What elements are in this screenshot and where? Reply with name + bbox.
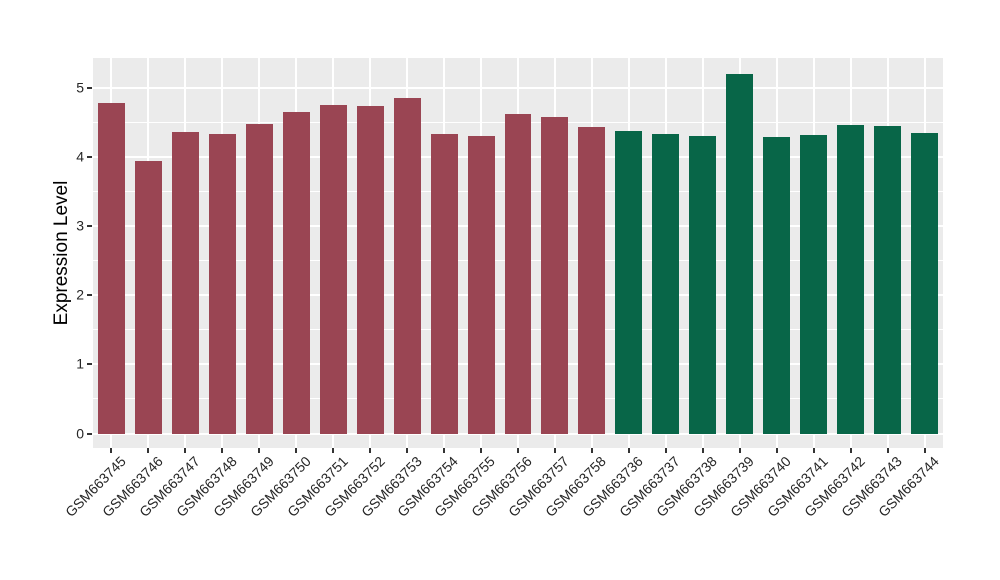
x-tick-mark: [147, 448, 150, 453]
y-tick-label: 4: [76, 148, 84, 165]
bar-GSM663749: [245, 123, 273, 434]
y-axis-title: Expression Level: [51, 180, 72, 326]
y-tick-mark: [87, 432, 92, 435]
x-tick-mark: [443, 448, 446, 453]
y-tick-mark: [87, 87, 92, 89]
x-tick-mark: [517, 448, 519, 453]
x-tick-mark: [258, 448, 261, 453]
bar-GSM663741: [800, 135, 828, 434]
x-tick-mark: [332, 448, 335, 453]
bar-GSM663745: [97, 103, 125, 434]
x-tick-mark: [369, 448, 372, 453]
bar-GSM663757: [541, 117, 569, 434]
y-tick-label: 1: [76, 356, 84, 373]
x-tick-mark: [553, 448, 556, 453]
bar-GSM663743: [874, 126, 902, 434]
x-tick-mark: [849, 448, 852, 453]
y-tick-label: 3: [76, 217, 84, 234]
bar-GSM663739: [726, 74, 754, 434]
plot-panel: [93, 58, 943, 448]
x-tick-mark: [406, 448, 409, 453]
x-tick-mark: [923, 448, 926, 453]
x-tick-mark: [110, 448, 113, 453]
y-tick-label: 0: [76, 425, 84, 442]
bar-GSM663747: [171, 131, 199, 434]
bar-GSM663751: [319, 104, 347, 434]
x-tick-mark: [627, 448, 630, 453]
y-tick-label: 2: [76, 286, 84, 303]
bar-GSM663753: [393, 98, 421, 434]
bar-GSM663750: [282, 111, 310, 434]
bar-GSM663742: [837, 125, 865, 434]
bar-GSM663755: [467, 136, 495, 434]
bar-GSM663758: [578, 126, 606, 434]
bar-GSM663744: [911, 132, 938, 434]
x-tick-mark: [701, 448, 704, 453]
bar-GSM663740: [763, 137, 791, 434]
y-tick-mark: [87, 294, 92, 297]
y-tick-label: 5: [76, 79, 84, 96]
y-tick-mark: [87, 156, 92, 159]
bar-GSM663746: [134, 160, 162, 434]
x-tick-mark: [775, 448, 778, 453]
y-tick-mark: [87, 225, 92, 228]
bar-GSM663748: [208, 134, 236, 434]
bar-GSM663752: [356, 105, 384, 434]
bar-GSM663736: [615, 130, 643, 434]
bar-GSM663756: [504, 113, 532, 434]
bar-GSM663737: [652, 133, 680, 434]
x-tick-mark: [664, 448, 667, 453]
x-tick-mark: [738, 448, 741, 453]
bar-GSM663754: [430, 134, 458, 434]
x-tick-mark: [221, 448, 224, 453]
x-tick-mark: [184, 448, 187, 453]
x-tick-mark: [886, 448, 889, 453]
x-tick-mark: [812, 448, 815, 453]
x-tick-mark: [295, 448, 298, 453]
bar-GSM663738: [689, 136, 717, 434]
y-tick-mark: [87, 363, 92, 366]
x-tick-mark: [590, 448, 593, 453]
x-tick-mark: [480, 448, 483, 453]
